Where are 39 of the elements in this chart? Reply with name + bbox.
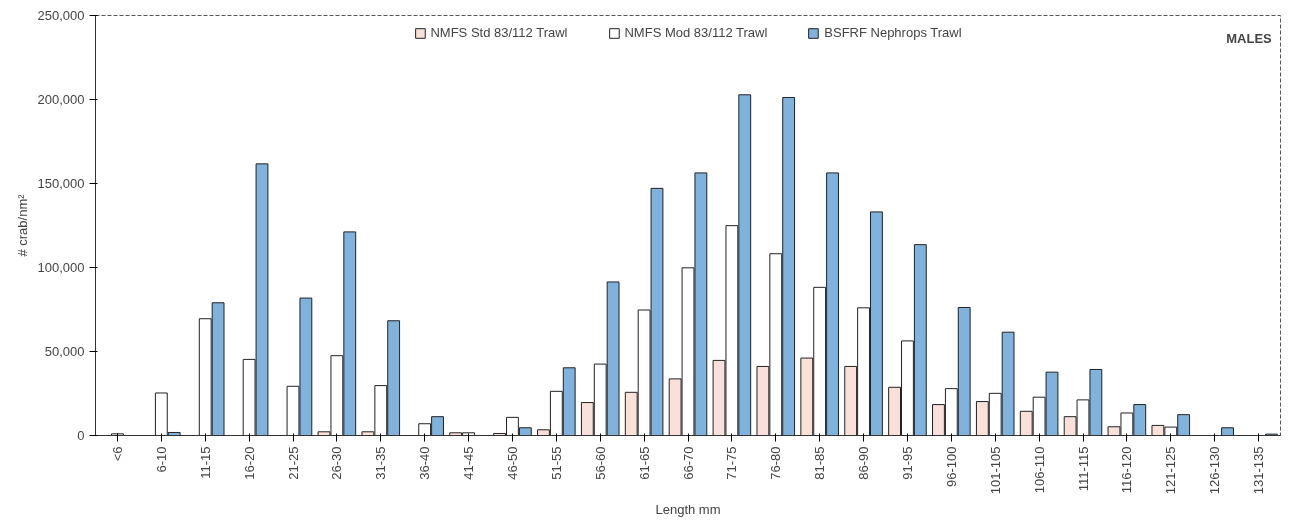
- x-tick-label: 31-35: [373, 446, 389, 480]
- legend-label: BSFRF Nephrops Trawl: [824, 25, 962, 40]
- x-tick-label: 41-45: [461, 446, 477, 480]
- legend-label: NMFS Mod 83/112 Trawl: [624, 25, 768, 40]
- annotation: MALES: [1226, 30, 1273, 46]
- y-tick-label: 200,000: [37, 92, 85, 107]
- x-tick-label: 96-100: [943, 446, 959, 487]
- x-tick-label: 51-55: [548, 446, 564, 480]
- y-tick-label: 50,000: [44, 344, 85, 359]
- x-tick-label: 46-50: [504, 446, 520, 480]
- x-tick-label: 66-70: [680, 446, 696, 480]
- x-tick-label: 21-25: [285, 446, 301, 480]
- x-tick-label: 126-130: [1207, 446, 1223, 495]
- x-tick-label: 56-60: [592, 446, 608, 480]
- x-tick-label: 61-65: [636, 446, 652, 480]
- x-tick-label: 81-85: [812, 446, 828, 480]
- x-tick-label: 131-135: [1251, 446, 1267, 495]
- x-tick-label: 26-30: [329, 446, 345, 480]
- y-tick-label: 100,000: [37, 260, 85, 275]
- x-tick-label: 71-75: [724, 446, 740, 480]
- x-tick-label: 11-15: [197, 446, 213, 479]
- y-tick-label: 250,000: [37, 8, 85, 23]
- y-tick-label: 150,000: [37, 176, 85, 191]
- x-tick-label: 116-120: [1119, 446, 1135, 494]
- y-axis-title: # crab/nm²: [14, 193, 30, 257]
- legend-label: NMFS Std 83/112 Trawl: [430, 25, 568, 40]
- x-tick-label: 86-90: [856, 446, 872, 480]
- x-tick-label: 101-105: [987, 446, 1003, 495]
- x-tick-label: <6: [109, 446, 125, 462]
- x-tick-label: 121-125: [1163, 446, 1179, 495]
- x-tick-label: 76-80: [768, 446, 784, 480]
- x-tick-label: 36-40: [417, 446, 433, 480]
- x-tick-label: 6-10: [153, 446, 169, 473]
- x-tick-label: 106-110: [1031, 446, 1047, 494]
- x-tick-label: 16-20: [241, 446, 257, 480]
- x-tick-label: 91-95: [899, 446, 915, 480]
- y-tick-label: 0: [77, 428, 85, 443]
- x-axis-title: Length mm: [655, 502, 721, 518]
- x-tick-label: 111-115: [1075, 446, 1091, 492]
